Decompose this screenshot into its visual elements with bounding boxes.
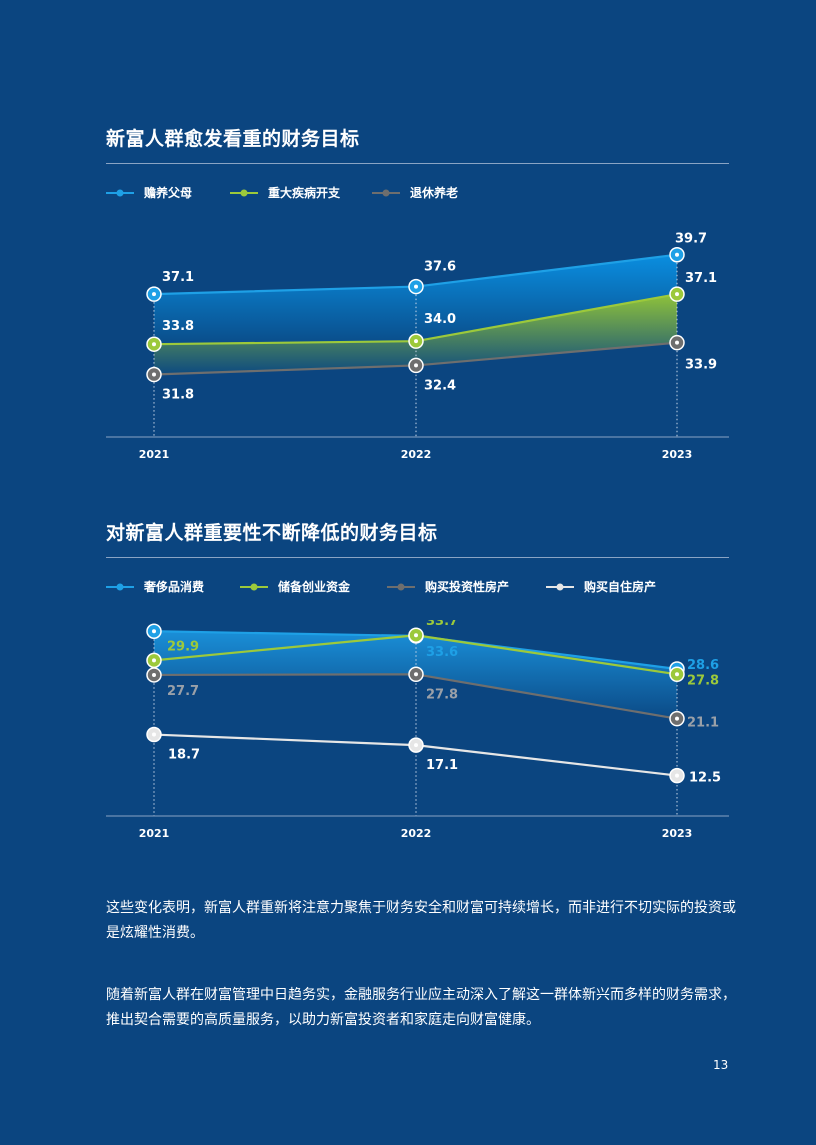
data-label: 37.1 (685, 271, 717, 286)
data-point-center (675, 252, 679, 257)
chart2-title-rule (106, 557, 729, 558)
data-label: 33.7 (426, 620, 458, 629)
data-point-center (152, 658, 156, 663)
x-tick-label: 2023 (662, 448, 693, 461)
legend-item-luxury: 奢侈品消费 (106, 578, 204, 595)
legend-item-support-parents: 赡养父母 (106, 184, 192, 201)
data-point-center (675, 292, 679, 297)
legend-line-marker-icon (106, 583, 134, 590)
legend-label: 购买自住房产 (584, 580, 657, 594)
legend-line-marker-icon (372, 189, 400, 196)
data-label: 29.9 (167, 639, 199, 654)
page-number: 13 (713, 1058, 729, 1072)
data-point-center (152, 672, 156, 677)
data-point-center (152, 342, 156, 347)
data-point-center (414, 743, 418, 748)
data-point-center (414, 339, 418, 344)
data-point-center (675, 773, 679, 778)
chart1-title-rule (106, 163, 729, 164)
data-label: 34.3 (167, 620, 199, 623)
x-tick-label: 2021 (139, 448, 170, 461)
legend-label: 赡养父母 (144, 186, 193, 200)
legend-item-investment-property: 购买投资性房产 (387, 578, 509, 595)
data-point-center (414, 633, 418, 638)
data-point-center (152, 372, 156, 377)
legend-label: 退休养老 (410, 186, 459, 200)
data-point-center (414, 363, 418, 368)
data-point-center (152, 629, 156, 634)
legend-item-retirement: 退休养老 (372, 184, 458, 201)
legend-line-marker-icon (106, 189, 134, 196)
data-label: 39.7 (675, 232, 707, 247)
legend-line-marker-icon (546, 583, 574, 590)
data-label: 12.5 (689, 771, 721, 786)
legend-line-marker-icon (240, 583, 268, 590)
data-label: 32.4 (424, 378, 456, 393)
x-tick-label: 2021 (139, 827, 170, 840)
paragraph-1: 这些变化表明，新富人群重新将注意力聚焦于财务安全和财富可持续增长，而非进行不切实… (106, 900, 736, 941)
data-label: 33.6 (426, 645, 458, 660)
data-point-center (414, 672, 418, 677)
data-label: 27.8 (687, 673, 719, 688)
data-label: 33.8 (162, 319, 194, 334)
data-label: 37.1 (162, 270, 194, 285)
data-label: 17.1 (426, 758, 458, 773)
legend-item-startup-fund: 储备创业资金 (240, 578, 350, 595)
data-point-center (414, 284, 418, 289)
data-label: 34.0 (424, 312, 456, 327)
data-point-center (675, 340, 679, 345)
data-label: 21.1 (687, 716, 719, 731)
chart1-plot: 37.1 37.6 39.7 33.8 34.0 37.1 31.8 32.4 33.9 202… (106, 232, 729, 461)
legend-item-own-home: 购买自住房产 (546, 578, 656, 595)
x-tick-label: 2022 (401, 448, 432, 461)
data-label: 31.8 (162, 388, 194, 403)
data-label: 18.7 (168, 748, 200, 763)
data-label: 37.6 (424, 260, 456, 275)
data-label: 27.8 (426, 687, 458, 702)
area-band (154, 294, 677, 375)
data-point-center (675, 672, 679, 677)
data-point-center (675, 716, 679, 721)
legend-label: 储备创业资金 (278, 580, 351, 594)
x-tick-label: 2022 (401, 827, 432, 840)
paragraph-2: 随着新富人群在财富管理中日趋务实，金融服务行业应主动深入了解这一群体新兴而多样的… (106, 987, 736, 1028)
legend-label: 奢侈品消费 (144, 580, 205, 594)
data-label: 27.7 (167, 684, 199, 699)
x-tick-label: 2023 (662, 827, 693, 840)
data-point-center (152, 732, 156, 737)
data-label: 28.6 (687, 658, 719, 673)
legend-item-major-illness: 重大疾病开支 (230, 184, 340, 201)
chart2-plot: 34.3 33.6 28.6 29.9 33.7 27.8 27.7 27.8 21.1 18.7… (106, 620, 729, 840)
legend-line-marker-icon (230, 189, 258, 196)
data-point-center (152, 292, 156, 297)
chart1-title: 新富人群愈发看重的财务目标 (106, 128, 360, 150)
legend-label: 购买投资性房产 (425, 580, 510, 594)
data-label: 33.9 (685, 358, 717, 373)
chart2-title: 对新富人群重要性不断降低的财务目标 (106, 522, 438, 544)
legend-line-marker-icon (387, 583, 415, 590)
legend-label: 重大疾病开支 (268, 186, 341, 200)
